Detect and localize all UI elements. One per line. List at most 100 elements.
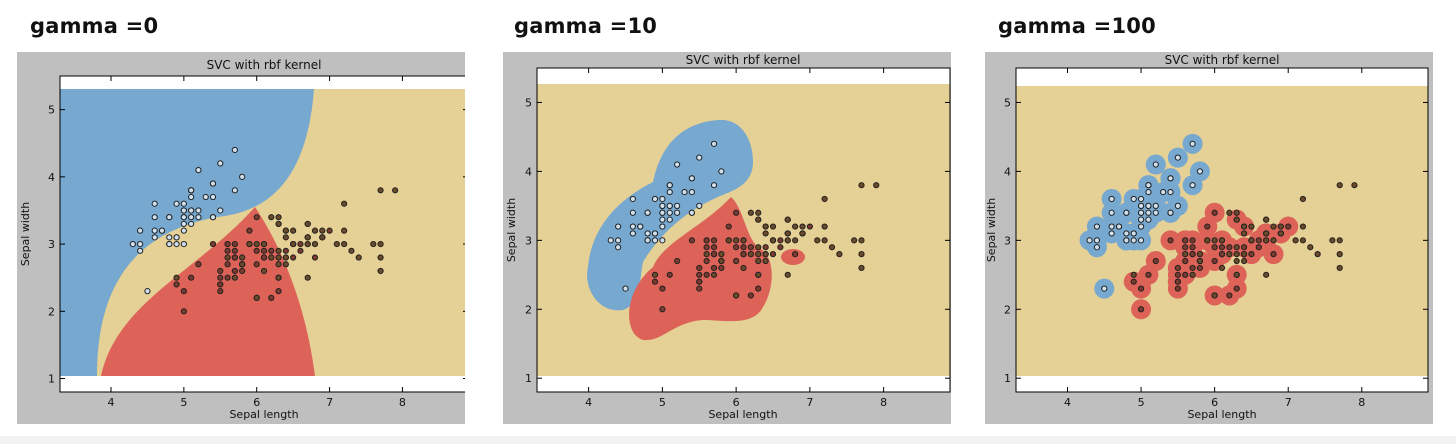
point-setosa bbox=[1093, 244, 1101, 251]
point-versicolor bbox=[217, 281, 224, 288]
point-virginica bbox=[1336, 251, 1343, 258]
point-setosa bbox=[644, 209, 651, 216]
point-virginica bbox=[275, 254, 282, 261]
point-setosa bbox=[151, 234, 158, 241]
point-setosa bbox=[1145, 182, 1152, 189]
point-virginica bbox=[1263, 271, 1270, 278]
point-versicolor bbox=[1137, 306, 1145, 313]
point-virginica bbox=[755, 216, 762, 223]
point-virginica bbox=[1211, 237, 1218, 244]
x-tick-label: 6 bbox=[1211, 396, 1218, 409]
point-virginica bbox=[703, 251, 710, 258]
point-versicolor bbox=[696, 278, 703, 285]
point-virginica bbox=[762, 251, 769, 258]
scatter-points bbox=[1086, 140, 1358, 313]
chart-gamma-10: SVC with rbf kernel Sepal length Sepal w… bbox=[505, 53, 951, 421]
point-virginica bbox=[733, 237, 740, 244]
plot-frame bbox=[59, 75, 465, 393]
axes: 4 5 6 7 8 1 2 3 4 5 bbox=[525, 68, 950, 409]
point-virginica bbox=[828, 244, 836, 251]
point-versicolor bbox=[173, 281, 180, 288]
x-tick-label: 7 bbox=[1285, 396, 1292, 409]
point-virginica bbox=[1299, 223, 1307, 230]
point-versicolor bbox=[246, 227, 253, 234]
point-setosa bbox=[1123, 237, 1130, 244]
point-virginica bbox=[718, 257, 725, 265]
point-versicolor bbox=[217, 288, 224, 295]
point-virginica bbox=[784, 271, 791, 278]
point-versicolor bbox=[1248, 251, 1255, 258]
chart-title: SVC with rbf kernel bbox=[686, 53, 801, 67]
point-setosa bbox=[688, 188, 695, 196]
point-setosa bbox=[1167, 209, 1174, 216]
point-setosa bbox=[710, 182, 718, 189]
point-setosa bbox=[1123, 209, 1130, 216]
point-setosa bbox=[1152, 161, 1159, 168]
point-setosa bbox=[1145, 202, 1152, 209]
x-axis-label: Sepal length bbox=[1187, 408, 1256, 421]
point-virginica bbox=[1233, 244, 1240, 251]
point-setosa bbox=[622, 285, 629, 292]
point-versicolor bbox=[231, 240, 238, 248]
point-virginica bbox=[1233, 216, 1240, 223]
point-versicolor bbox=[1211, 257, 1218, 265]
point-versicolor bbox=[1189, 251, 1196, 258]
point-setosa bbox=[696, 202, 703, 209]
point-setosa bbox=[1086, 237, 1093, 244]
point-versicolor bbox=[733, 257, 740, 265]
point-versicolor bbox=[1182, 237, 1189, 244]
point-virginica bbox=[311, 227, 319, 234]
point-versicolor bbox=[253, 247, 260, 254]
heading-gamma-10: gamma =10 bbox=[514, 14, 658, 38]
point-setosa bbox=[651, 195, 659, 203]
point-virginica bbox=[792, 237, 799, 244]
point-virginica bbox=[1292, 237, 1299, 244]
point-versicolor bbox=[1285, 223, 1292, 230]
point-versicolor bbox=[747, 244, 754, 251]
y-tick-label: 4 bbox=[48, 171, 55, 184]
point-setosa bbox=[644, 237, 651, 244]
point-versicolor bbox=[1182, 257, 1189, 265]
point-versicolor bbox=[696, 271, 703, 278]
point-versicolor bbox=[703, 271, 710, 278]
point-virginica bbox=[762, 257, 769, 265]
point-versicolor bbox=[180, 308, 187, 315]
point-setosa bbox=[666, 216, 673, 223]
point-virginica bbox=[755, 271, 762, 278]
point-virginica bbox=[377, 240, 384, 248]
point-setosa bbox=[1167, 188, 1174, 196]
point-virginica bbox=[355, 254, 362, 261]
point-setosa bbox=[659, 237, 666, 244]
point-virginica bbox=[304, 274, 311, 281]
point-setosa bbox=[1189, 182, 1196, 189]
scatter-points bbox=[607, 140, 880, 313]
point-virginica bbox=[341, 200, 348, 207]
point-virginica bbox=[1351, 182, 1358, 189]
point-setosa bbox=[1108, 195, 1115, 203]
point-virginica bbox=[858, 251, 865, 258]
point-setosa bbox=[151, 200, 158, 207]
point-versicolor bbox=[696, 285, 703, 292]
point-virginica bbox=[377, 267, 384, 275]
point-virginica bbox=[762, 230, 769, 237]
point-versicolor bbox=[253, 214, 260, 221]
point-setosa bbox=[137, 227, 144, 234]
point-versicolor bbox=[217, 267, 224, 275]
point-setosa bbox=[659, 195, 666, 203]
point-virginica bbox=[253, 294, 260, 301]
x-tick-label: 7 bbox=[326, 396, 333, 409]
x-tick-label: 5 bbox=[659, 396, 666, 409]
point-setosa bbox=[137, 240, 144, 248]
point-virginica bbox=[755, 209, 762, 216]
point-setosa bbox=[144, 288, 151, 295]
point-versicolor bbox=[297, 240, 304, 248]
point-setosa bbox=[718, 168, 725, 175]
point-versicolor bbox=[733, 209, 740, 216]
x-tick-label: 6 bbox=[253, 396, 260, 409]
point-versicolor bbox=[1174, 285, 1181, 292]
point-setosa bbox=[158, 227, 166, 234]
point-virginica bbox=[769, 237, 777, 244]
point-virginica bbox=[710, 271, 718, 278]
chart-panel-gamma-100: SVC with rbf kernel Sepal length Sepal w… bbox=[985, 52, 1433, 424]
point-virginica bbox=[260, 267, 268, 275]
